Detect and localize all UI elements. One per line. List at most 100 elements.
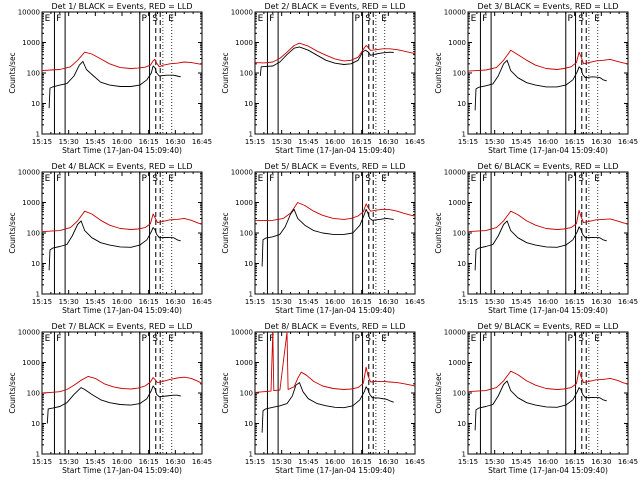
x-tick-label: 15:15 bbox=[458, 138, 478, 146]
y-tick-label: 1000 bbox=[22, 359, 40, 367]
y-axis-label: Counts/sec bbox=[221, 372, 230, 413]
y-tick-label: 100 bbox=[240, 390, 253, 398]
marker-label: E bbox=[594, 174, 600, 184]
detector-panel-8: Det 8/ BLACK = Events, RED = LLD 1 10 100 10… bbox=[221, 322, 425, 475]
x-tick-label: 16:30 bbox=[378, 138, 398, 146]
x-tick-label: 16:00 bbox=[112, 138, 132, 146]
marker-label: P bbox=[142, 14, 148, 24]
y-tick-label: 10000 bbox=[231, 9, 253, 17]
x-tick-label: 16:30 bbox=[591, 138, 611, 146]
marker-label: E bbox=[168, 174, 174, 184]
y-tick-label: 1 bbox=[462, 291, 466, 299]
y-tick-label: 1 bbox=[36, 451, 40, 459]
x-tick-label: 15:15 bbox=[458, 458, 478, 466]
y-axis-label: Counts/sec bbox=[8, 52, 17, 93]
x-tick-label: 15:45 bbox=[511, 298, 531, 306]
x-tick-label: 16:15 bbox=[352, 458, 372, 466]
x-tick-label: 16:30 bbox=[165, 458, 185, 466]
y-axis-label: Counts/sec bbox=[221, 212, 230, 253]
x-tick-label: 16:30 bbox=[378, 458, 398, 466]
y-tick-label: 100 bbox=[27, 230, 40, 238]
x-tick-label: 16:00 bbox=[325, 138, 345, 146]
marker-label: S bbox=[365, 334, 371, 344]
marker-label: E bbox=[471, 174, 477, 184]
detector-panel-5: Det 5/ BLACK = Events, RED = LLD 1 10 100 10… bbox=[221, 162, 425, 315]
x-tick-label: 16:45 bbox=[618, 458, 638, 466]
series-line-lld bbox=[467, 49, 629, 72]
x-axis-label: Start Time (17-Jan-04 15:09:40) bbox=[275, 466, 395, 475]
x-tick-label: 16:00 bbox=[538, 458, 558, 466]
y-tick-label: 10000 bbox=[231, 169, 253, 177]
y-tick-label: 10 bbox=[31, 100, 40, 108]
marker-label: S bbox=[365, 174, 371, 184]
detector-panel-9: Det 9/ BLACK = Events, RED = LLD 1 10 100 10… bbox=[434, 322, 638, 475]
x-tick-label: 15:15 bbox=[458, 298, 478, 306]
plot-frame bbox=[254, 11, 416, 135]
x-tick-label: 15:15 bbox=[245, 458, 265, 466]
detector-panel-1: Det 1/ BLACK = Events, RED = LLD 1 10 100 10… bbox=[8, 2, 212, 155]
marker-label: E bbox=[381, 14, 387, 24]
marker-label: P bbox=[568, 14, 574, 24]
x-tick-label: 16:30 bbox=[165, 298, 185, 306]
y-axis-label: Counts/sec bbox=[8, 372, 17, 413]
series-line-events bbox=[48, 60, 181, 109]
marker-label: S bbox=[152, 334, 158, 344]
series-line-events bbox=[474, 59, 607, 111]
marker-label: S bbox=[578, 334, 584, 344]
series-line-events bbox=[261, 382, 394, 433]
plot-frame bbox=[467, 171, 629, 295]
series-line-lld bbox=[41, 210, 203, 233]
y-tick-label: 10000 bbox=[18, 329, 40, 337]
series-line-lld bbox=[41, 375, 203, 394]
marker-label: E bbox=[258, 334, 264, 344]
panel-title: Det 4/ BLACK = Events, RED = LLD bbox=[52, 162, 193, 171]
x-tick-label: 15:15 bbox=[245, 138, 265, 146]
x-axis-label: Start Time (17-Jan-04 15:09:40) bbox=[488, 146, 608, 155]
y-tick-label: 10 bbox=[244, 420, 253, 428]
x-tick-label: 15:15 bbox=[32, 458, 52, 466]
x-tick-label: 16:30 bbox=[165, 138, 185, 146]
plot-frame bbox=[254, 171, 416, 295]
x-tick-label: 15:30 bbox=[485, 138, 505, 146]
x-tick-label: 15:15 bbox=[32, 298, 52, 306]
marker-label: F bbox=[56, 174, 61, 184]
series-line-lld bbox=[254, 42, 416, 64]
panel-title: Det 5/ BLACK = Events, RED = LLD bbox=[265, 162, 406, 171]
x-tick-label: 16:15 bbox=[565, 298, 585, 306]
marker-label: F bbox=[56, 334, 61, 344]
y-tick-label: 10 bbox=[31, 420, 40, 428]
x-tick-label: 16:30 bbox=[591, 298, 611, 306]
x-tick-label: 15:45 bbox=[511, 138, 531, 146]
x-tick-label: 15:30 bbox=[59, 298, 79, 306]
y-tick-label: 10000 bbox=[18, 169, 40, 177]
marker-label: E bbox=[45, 334, 51, 344]
detector-panel-2: Det 2/ BLACK = Events, RED = LLD 1 10 100 10… bbox=[221, 2, 425, 155]
series-line-lld bbox=[467, 209, 629, 233]
x-tick-label: 15:30 bbox=[272, 458, 292, 466]
marker-label: P bbox=[142, 334, 148, 344]
y-tick-label: 10 bbox=[457, 420, 466, 428]
panel-title: Det 7/ BLACK = Events, RED = LLD bbox=[52, 322, 193, 331]
marker-label: F bbox=[269, 334, 274, 344]
x-tick-label: 15:45 bbox=[85, 458, 105, 466]
x-tick-label: 15:45 bbox=[511, 458, 531, 466]
y-tick-label: 1000 bbox=[235, 39, 253, 47]
y-tick-label: 100 bbox=[453, 390, 466, 398]
marker-label: E bbox=[471, 334, 477, 344]
series-line-events bbox=[46, 385, 181, 424]
y-tick-label: 10000 bbox=[18, 9, 40, 17]
x-tick-label: 15:45 bbox=[85, 298, 105, 306]
y-tick-label: 100 bbox=[240, 230, 253, 238]
panel-title: Det 3/ BLACK = Events, RED = LLD bbox=[478, 2, 619, 11]
y-tick-label: 1 bbox=[249, 131, 253, 139]
x-tick-label: 16:00 bbox=[112, 298, 132, 306]
y-tick-label: 1000 bbox=[448, 39, 466, 47]
panel-title: Det 2/ BLACK = Events, RED = LLD bbox=[265, 2, 406, 11]
y-tick-label: 100 bbox=[453, 230, 466, 238]
marker-label: F bbox=[56, 14, 61, 24]
marker-label: E bbox=[45, 174, 51, 184]
y-tick-label: 10 bbox=[31, 260, 40, 268]
x-tick-label: 15:45 bbox=[298, 138, 318, 146]
x-axis-label: Start Time (17-Jan-04 15:09:40) bbox=[275, 146, 395, 155]
